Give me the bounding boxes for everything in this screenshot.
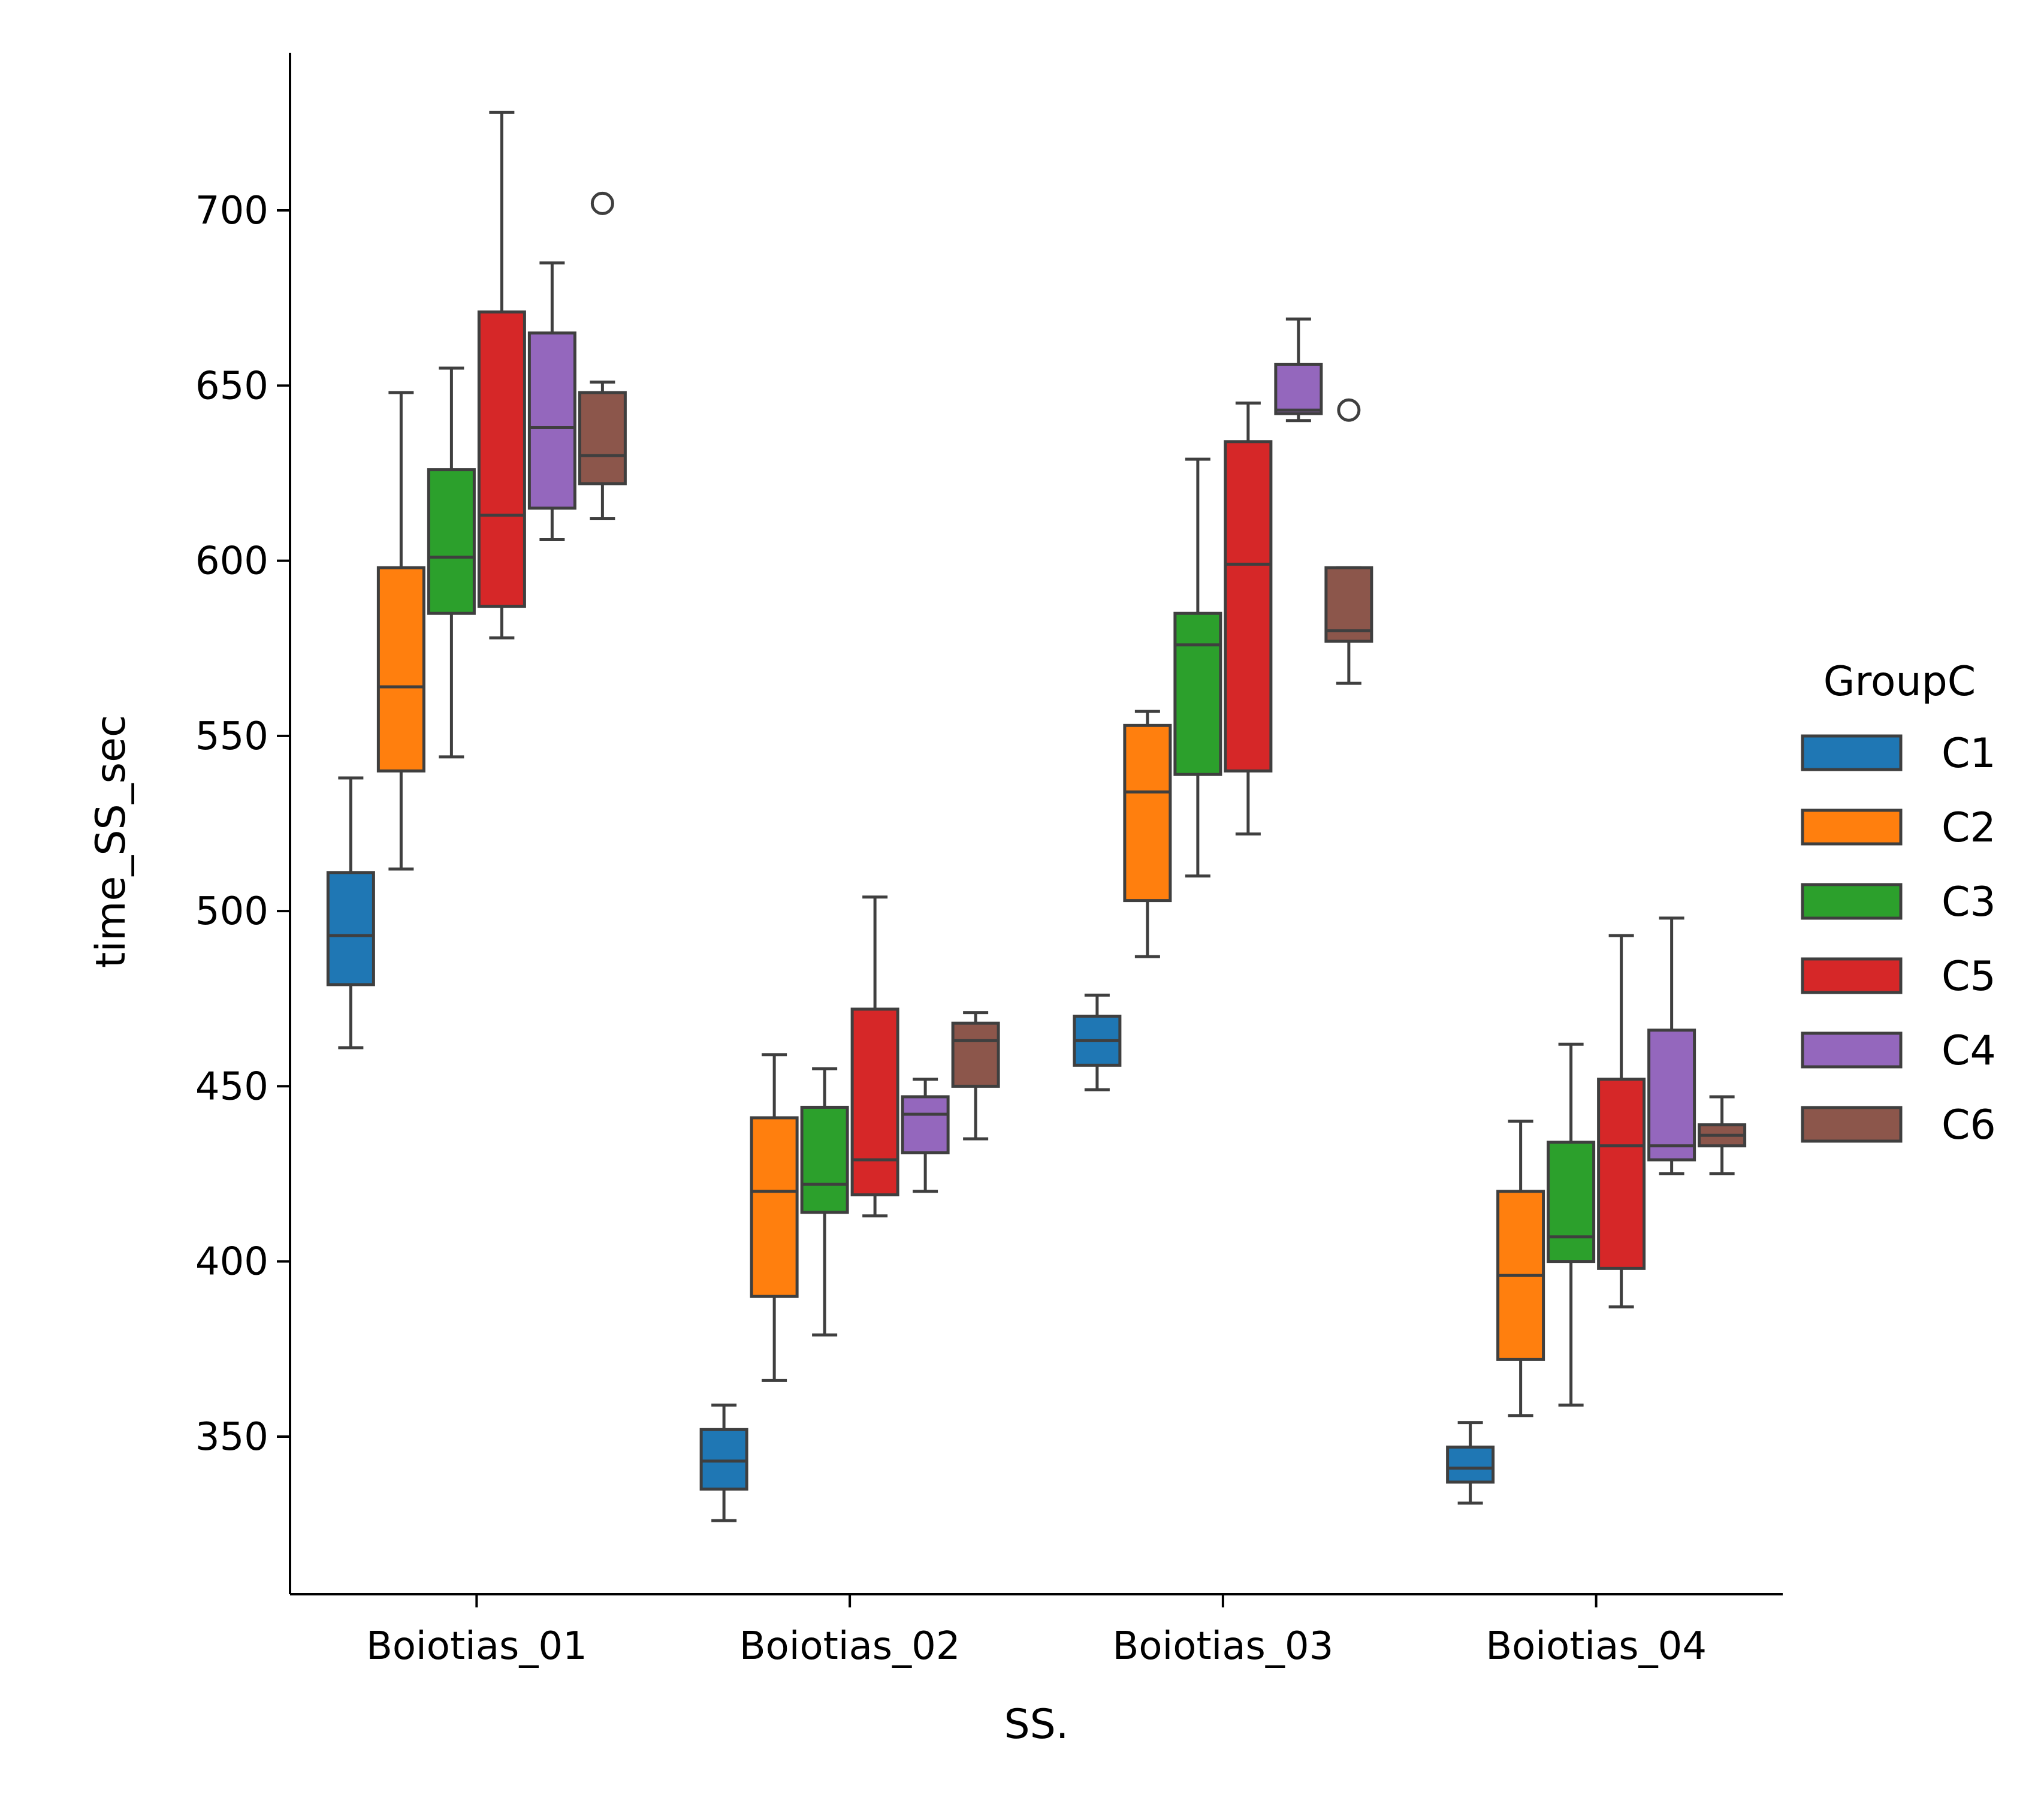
- box-C2-Boiotias_01: [376, 391, 425, 871]
- y-tick-label: 550: [195, 714, 268, 759]
- legend-swatch: [1801, 1031, 1903, 1069]
- box-body: [850, 1007, 899, 1197]
- box-body: [901, 1095, 950, 1154]
- y-tick-label: 400: [195, 1240, 268, 1284]
- box-body: [376, 566, 425, 773]
- legend-items: C1 C2 C3 C5 C4 C6: [1801, 730, 1996, 1149]
- box-C4-Boiotias_01: [527, 261, 576, 542]
- box-C1-Boiotias_03: [1073, 993, 1122, 1091]
- box-body: [1446, 1445, 1495, 1484]
- legend-item-C4: C4: [1801, 1027, 1996, 1075]
- y-axis-title: time_SS_sec: [87, 715, 135, 969]
- legend-item-C1: C1: [1801, 730, 1996, 777]
- legend: GroupC C1 C2 C3 C5 C4 C6: [1801, 658, 1996, 1149]
- legend-label: C4: [1942, 1027, 1996, 1075]
- box-body: [699, 1428, 748, 1491]
- x-tick-label: Boiotias_03: [1112, 1624, 1333, 1669]
- box-C6-Boiotias_02: [951, 1011, 1000, 1141]
- legend-swatch: [1801, 1106, 1903, 1143]
- box-C5-Boiotias_03: [1224, 402, 1273, 836]
- y-tick-label: 650: [195, 364, 268, 408]
- box-body: [1647, 1028, 1696, 1162]
- box-body: [1173, 611, 1222, 776]
- box-C6-Boiotias_01: [578, 191, 627, 520]
- legend-label: C2: [1942, 804, 1996, 852]
- box-C2-Boiotias_03: [1123, 710, 1172, 958]
- y-tick-label: 450: [195, 1064, 268, 1109]
- x-tick-label: Boiotias_04: [1486, 1624, 1707, 1669]
- y-tick-label: 350: [195, 1415, 268, 1459]
- box-C4-Boiotias_02: [901, 1078, 950, 1193]
- box-C1-Boiotias_01: [326, 776, 375, 1049]
- x-ticks: Boiotias_01 Boiotias_02 Boiotias_03 Boiotia…: [366, 1594, 1707, 1669]
- plot-area: [326, 110, 1747, 1522]
- y-ticks: 350 400 450 500 550 600 650 700: [195, 189, 290, 1459]
- box-C2-Boiotias_02: [750, 1053, 799, 1382]
- box-C4-Boiotias_03: [1274, 317, 1323, 423]
- box-body: [427, 468, 476, 615]
- legend-item-C3: C3: [1801, 879, 1996, 926]
- box-C6-Boiotias_04: [1698, 1095, 1747, 1176]
- box-body: [1224, 440, 1273, 773]
- box-C3-Boiotias_02: [800, 1067, 849, 1337]
- x-tick-label: Boiotias_02: [739, 1624, 961, 1669]
- box-C5-Boiotias_01: [477, 110, 526, 639]
- y-tick-label: 700: [195, 189, 268, 233]
- box-body: [750, 1116, 799, 1298]
- box-C6-Boiotias_03: [1324, 398, 1373, 685]
- x-axis-title: SS.: [1004, 1701, 1069, 1748]
- x-tick-label: Boiotias_01: [366, 1624, 587, 1669]
- box-body: [1547, 1141, 1596, 1263]
- box-body: [527, 331, 576, 510]
- box-body: [326, 871, 375, 987]
- legend-swatch: [1801, 957, 1903, 994]
- legend-swatch: [1801, 734, 1903, 771]
- legend-label: C5: [1942, 953, 1996, 1000]
- legend-label: C3: [1942, 879, 1996, 926]
- y-tick-label: 500: [195, 889, 268, 934]
- box-C1-Boiotias_02: [699, 1403, 748, 1522]
- box-C3-Boiotias_01: [427, 366, 476, 759]
- box-body: [1274, 363, 1323, 415]
- box-C2-Boiotias_04: [1496, 1120, 1545, 1417]
- box-C3-Boiotias_03: [1173, 457, 1222, 878]
- box-C4-Boiotias_04: [1647, 916, 1696, 1176]
- legend-item-C5: C5: [1801, 953, 1996, 1000]
- box-body: [1324, 566, 1373, 643]
- legend-item-C2: C2: [1801, 804, 1996, 852]
- legend-title: GroupC: [1823, 658, 1976, 705]
- outlier-point: [590, 191, 614, 215]
- box-C5-Boiotias_02: [850, 895, 899, 1218]
- box-body: [951, 1021, 1000, 1088]
- box-body: [800, 1105, 849, 1214]
- box-body: [1123, 723, 1172, 903]
- legend-swatch: [1801, 809, 1903, 846]
- box-C1-Boiotias_04: [1446, 1421, 1495, 1505]
- outlier-point: [1337, 398, 1361, 422]
- box-body: [477, 310, 526, 608]
- legend-swatch: [1801, 883, 1903, 920]
- axes: [289, 53, 1783, 1595]
- y-tick-label: 600: [195, 539, 268, 584]
- legend-item-C6: C6: [1801, 1102, 1996, 1149]
- box-C5-Boiotias_04: [1597, 934, 1646, 1309]
- legend-label: C1: [1942, 730, 1996, 777]
- legend-label: C6: [1942, 1102, 1996, 1149]
- box-body: [578, 391, 627, 485]
- box-C3-Boiotias_04: [1547, 1042, 1596, 1407]
- box-body: [1597, 1078, 1646, 1270]
